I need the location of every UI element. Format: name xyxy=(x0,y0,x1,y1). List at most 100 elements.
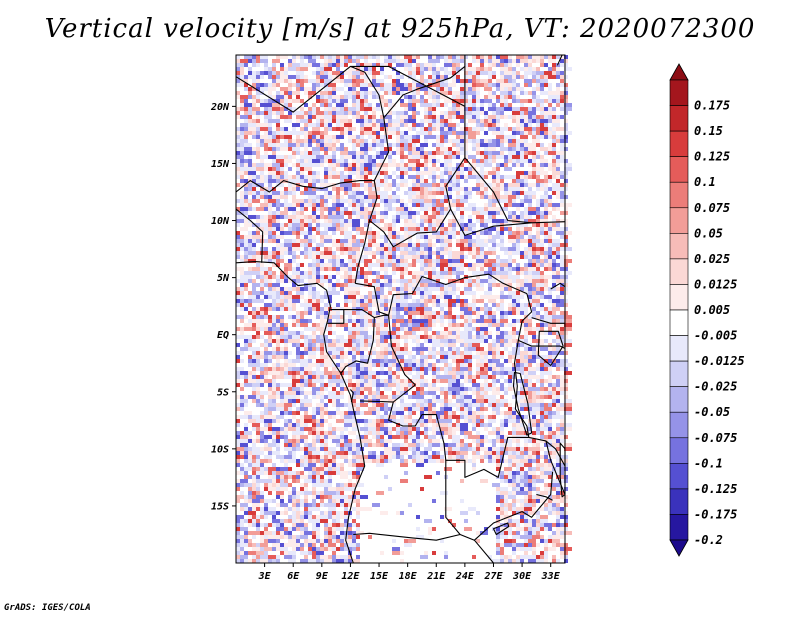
field-cell xyxy=(472,207,476,211)
field-cell xyxy=(448,363,452,367)
field-cell xyxy=(552,251,556,255)
field-cell xyxy=(368,203,372,207)
field-cell xyxy=(360,71,364,75)
field-cell xyxy=(388,111,392,115)
field-cell xyxy=(476,287,480,291)
field-cell xyxy=(528,299,532,303)
field-cell xyxy=(564,55,568,59)
field-cell xyxy=(344,159,348,163)
field-cell xyxy=(560,75,564,79)
field-cell xyxy=(292,259,296,263)
field-cell xyxy=(476,259,484,263)
field-cell xyxy=(248,163,252,167)
field-cell xyxy=(496,359,500,363)
field-cell xyxy=(532,91,536,95)
field-cell xyxy=(560,247,564,251)
field-cell xyxy=(252,199,256,203)
field-cell xyxy=(352,359,356,363)
field-cell xyxy=(440,215,444,219)
field-cell xyxy=(312,247,316,251)
field-cell xyxy=(324,155,328,159)
field-cell xyxy=(512,79,516,83)
field-cell xyxy=(492,267,496,271)
field-cell xyxy=(520,155,524,159)
field-cell xyxy=(424,251,428,255)
field-cell xyxy=(316,311,320,315)
field-cell xyxy=(516,271,520,275)
field-cell xyxy=(512,75,516,79)
field-cell xyxy=(484,131,488,135)
field-cell xyxy=(484,163,488,167)
field-cell xyxy=(452,175,456,179)
field-cell xyxy=(524,143,528,147)
field-cell xyxy=(316,215,320,219)
field-cell xyxy=(468,195,472,199)
field-cell xyxy=(552,339,556,343)
field-cell xyxy=(396,355,404,359)
field-cell xyxy=(360,335,364,339)
field-cell xyxy=(340,287,344,291)
field-cell xyxy=(428,75,432,79)
field-cell xyxy=(428,159,432,163)
field-cell xyxy=(472,127,476,131)
field-cell xyxy=(244,235,248,239)
field-cell xyxy=(276,111,280,115)
field-cell xyxy=(512,179,516,183)
field-cell xyxy=(348,351,352,355)
field-cell xyxy=(424,91,428,95)
field-cell xyxy=(424,103,432,107)
field-cell xyxy=(492,179,496,183)
field-cell xyxy=(296,227,300,231)
field-cell xyxy=(272,255,276,259)
field-cell xyxy=(460,171,464,175)
field-cell xyxy=(524,123,528,127)
field-cell xyxy=(552,319,556,323)
field-cell xyxy=(360,143,364,147)
field-cell xyxy=(292,127,296,131)
field-cell xyxy=(368,71,372,75)
field-cell xyxy=(484,243,488,247)
field-cell xyxy=(244,111,248,115)
field-cell xyxy=(500,231,504,235)
field-cell xyxy=(428,255,432,259)
field-cell xyxy=(508,203,512,207)
field-cell xyxy=(564,235,568,239)
field-cell xyxy=(340,323,348,327)
field-cell xyxy=(300,107,304,111)
field-cell xyxy=(348,191,352,195)
field-cell xyxy=(240,199,244,203)
field-cell xyxy=(404,335,408,339)
field-cell xyxy=(508,235,512,239)
field-cell xyxy=(384,355,388,359)
field-cell xyxy=(436,203,444,207)
field-cell xyxy=(500,151,504,155)
field-cell xyxy=(564,319,572,323)
field-cell xyxy=(496,99,500,103)
field-cell xyxy=(400,151,404,155)
field-cell xyxy=(492,343,496,347)
field-cell xyxy=(504,159,508,163)
field-cell xyxy=(252,59,256,63)
field-cell xyxy=(348,295,352,299)
field-cell xyxy=(488,343,492,347)
field-cell xyxy=(344,59,348,63)
field-cell xyxy=(344,227,348,231)
field-cell xyxy=(496,167,500,171)
field-cell xyxy=(348,75,352,79)
field-cell xyxy=(416,227,420,231)
field-cell xyxy=(560,211,568,215)
field-cell xyxy=(420,319,428,323)
field-cell xyxy=(432,183,436,187)
field-cell xyxy=(384,195,388,199)
field-cell xyxy=(272,151,276,155)
field-cell xyxy=(276,263,280,267)
field-cell xyxy=(464,283,468,287)
field-cell xyxy=(476,131,480,135)
field-cell xyxy=(336,303,340,307)
field-cell xyxy=(364,307,368,311)
field-cell xyxy=(528,371,536,375)
field-cell xyxy=(492,383,496,387)
field-cell xyxy=(484,95,488,99)
field-cell xyxy=(384,279,388,283)
field-cell xyxy=(392,279,396,283)
